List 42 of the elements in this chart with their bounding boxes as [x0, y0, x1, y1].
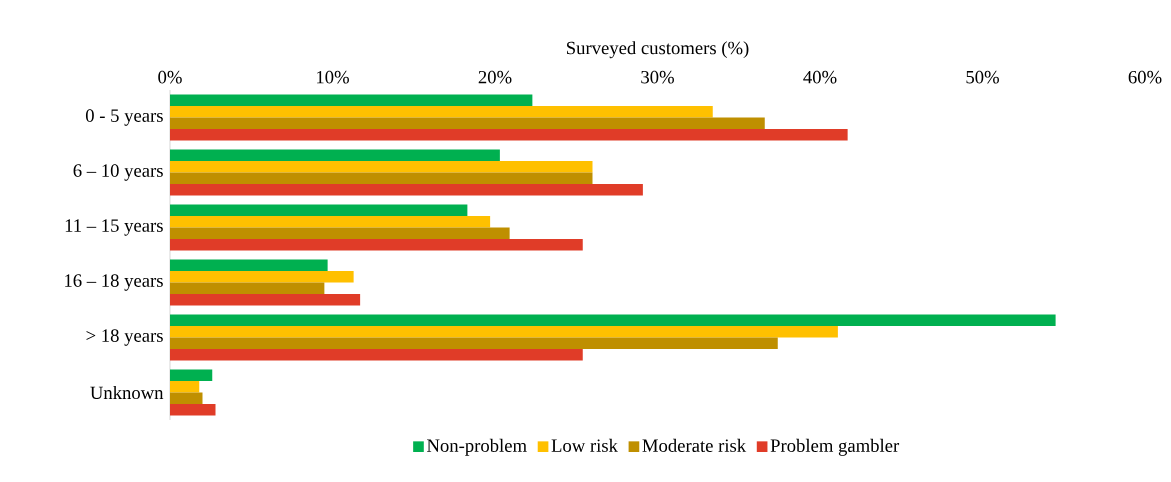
bar [170, 149, 500, 161]
bar [170, 94, 533, 106]
bar [170, 129, 848, 141]
bar [170, 105, 713, 118]
y-tick-label: 6 – 10 years [73, 164, 163, 181]
y-tick-label: > 18 years [86, 329, 163, 346]
y-tick-label: 16 – 18 years [65, 274, 163, 291]
bar [170, 294, 361, 306]
x-tick-label: 40% [803, 70, 837, 84]
x-tick-label: 0% [158, 70, 182, 84]
bar [170, 404, 216, 416]
bar [170, 270, 354, 283]
x-tick-label: 10% [317, 70, 349, 84]
bar [170, 184, 643, 196]
bar [170, 314, 1056, 326]
x-tick-label: 30% [641, 70, 674, 84]
legend-label: Problem gambler [770, 438, 900, 456]
bar [170, 172, 593, 185]
legend-label: Non-problem [427, 438, 527, 456]
bar [170, 204, 468, 216]
bar [170, 282, 325, 295]
x-tick-label: 60% [1128, 70, 1162, 84]
bar [170, 117, 765, 130]
x-axis-title: Surveyed customers (%) [567, 41, 749, 59]
y-tick-label: 11 – 15 years [65, 219, 163, 236]
bar [170, 337, 778, 350]
legend-label: Low risk [551, 438, 618, 452]
bar [170, 215, 491, 228]
bar [170, 392, 203, 405]
y-tick-label: Unknown [90, 385, 164, 400]
x-tick-label: 20% [478, 70, 512, 84]
y-tick-label: 0 - 5 years [85, 109, 163, 126]
bar [170, 380, 200, 393]
bar [170, 160, 593, 173]
bar [170, 259, 328, 271]
bar [170, 227, 510, 240]
bar [170, 239, 583, 251]
bar [170, 349, 583, 361]
legend-label: Moderate risk [642, 438, 747, 452]
bar [170, 369, 213, 381]
bar [170, 325, 838, 338]
x-tick-label: 50% [966, 70, 999, 84]
